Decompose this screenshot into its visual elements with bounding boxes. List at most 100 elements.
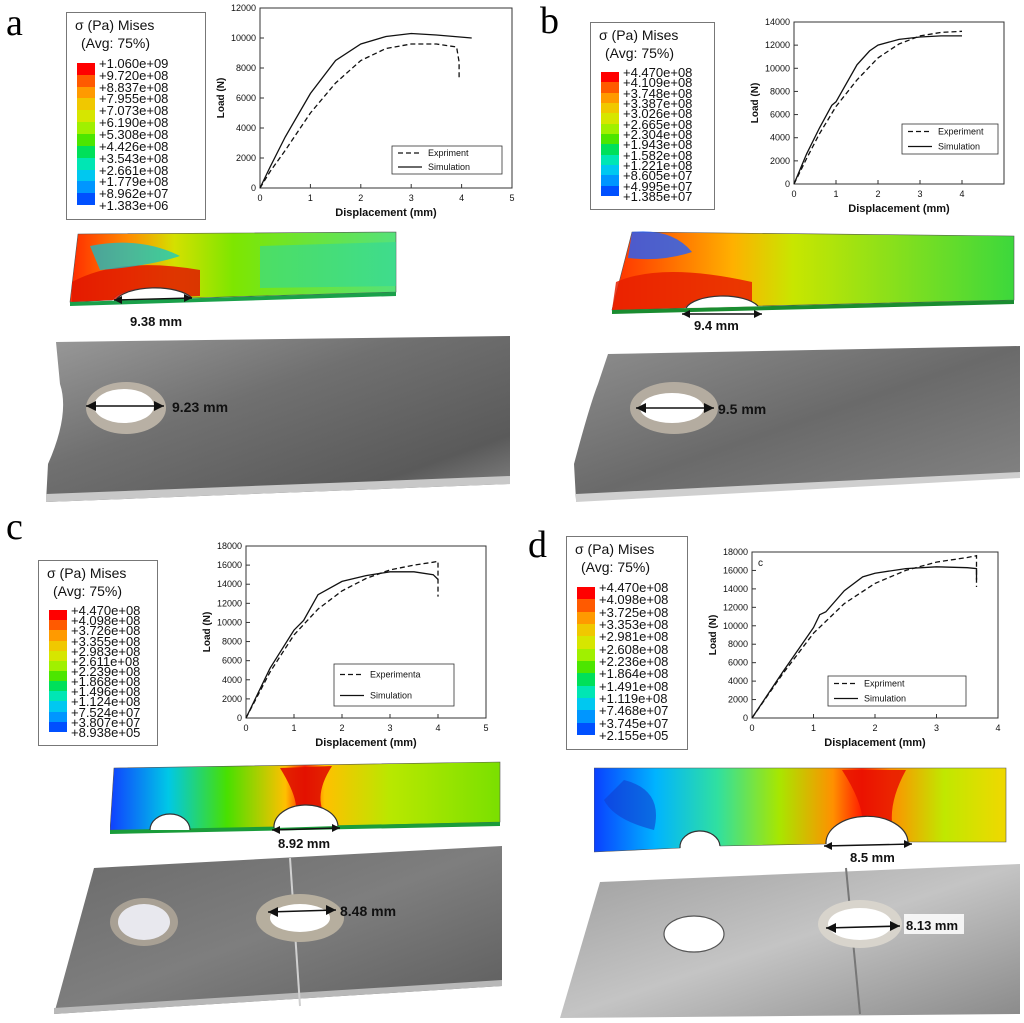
y-tick-label: 16000 xyxy=(217,560,242,570)
x-tick-label: 4 xyxy=(995,723,1000,733)
legend-swatch xyxy=(577,599,595,612)
x-tick-label: 3 xyxy=(917,189,922,199)
legend-subtitle: (Avg: 75%) xyxy=(81,35,150,51)
series-line-expriment xyxy=(751,554,978,719)
legend-swatch xyxy=(77,122,95,134)
x-tick-label: 0 xyxy=(749,723,754,733)
legend-swatch xyxy=(601,154,619,165)
legend-value: +3.387e+08 xyxy=(623,96,693,112)
legend-swatch xyxy=(601,134,619,145)
y-tick-label: 2000 xyxy=(770,156,790,166)
x-tick-label: 4 xyxy=(959,189,964,199)
y-tick-label: 6000 xyxy=(728,658,748,668)
x-tick-label: 1 xyxy=(291,723,296,733)
legend-value: +2.239e+08 xyxy=(71,664,141,679)
chart-legend xyxy=(333,663,455,707)
legend-label: Expriment xyxy=(428,148,469,158)
legend-value: +4.098e+08 xyxy=(599,592,669,608)
experiment-photo-a: 9.23 mm xyxy=(40,334,512,512)
legend-swatch xyxy=(601,82,619,93)
y-tick-label: 6000 xyxy=(770,110,790,120)
legend-value: +1.779e+08 xyxy=(99,174,169,190)
y-tick-label: 6000 xyxy=(222,656,242,666)
experiment-photo-b: 9.5 mm xyxy=(570,344,1024,508)
legend-value: +2.155e+05 xyxy=(599,727,669,743)
x-tick-label: 5 xyxy=(483,723,488,733)
simulation-contour-d: 8.5 mm xyxy=(594,760,1010,864)
experiment-photo-c: 8.48 mm xyxy=(54,846,504,1018)
legend-swatch xyxy=(601,144,619,155)
legend-value: +1.943e+08 xyxy=(623,137,693,153)
legend-value: +4.470e+08 xyxy=(71,603,141,619)
legend-title: σ (Pa) Mises xyxy=(575,541,655,557)
legend-swatch xyxy=(601,123,619,134)
legend-swatch xyxy=(77,169,95,182)
legend-value: +4.426e+08 xyxy=(99,138,169,154)
legend-value: +3.725e+08 xyxy=(599,604,669,620)
stress-legend-a: σ (Pa) Mises (Avg: 75%) +1.060e+09 +9.720e+… xyxy=(66,12,206,220)
legend-value: +1.385e+07 xyxy=(623,188,693,204)
legend-value: +8.962e+07 xyxy=(99,186,169,202)
series-line-experimenta xyxy=(245,560,439,719)
legend-subtitle: (Avg: 75%) xyxy=(581,559,650,575)
legend-swatch xyxy=(77,181,95,194)
legend-subtitle: (Avg: 75%) xyxy=(53,583,122,599)
series-line-simulation xyxy=(259,32,472,189)
legend-value: +6.190e+08 xyxy=(99,115,169,131)
panel-letter-b: b xyxy=(540,0,559,42)
y-tick-label: 8000 xyxy=(222,637,242,647)
y-tick-label: 18000 xyxy=(723,547,748,557)
legend-label: Simulation xyxy=(864,694,906,704)
series-line-expriment xyxy=(259,43,460,189)
y-axis-label: Load (N) xyxy=(202,612,213,653)
y-tick-label: 6000 xyxy=(236,93,256,103)
legend-swatch xyxy=(77,62,95,75)
simulation-contour-a: 9.38 mm xyxy=(60,226,406,336)
legend-swatch xyxy=(577,587,595,600)
legend-value: +2.236e+08 xyxy=(599,654,669,669)
y-tick-label: 4000 xyxy=(222,675,242,685)
sim-measure-c: 8.92 mm xyxy=(278,836,330,851)
legend-value: +2.661e+08 xyxy=(99,162,169,178)
legend-swatch xyxy=(577,611,595,625)
legend-swatch xyxy=(49,640,67,651)
x-axis-label: Displacement (mm) xyxy=(848,203,950,215)
x-tick-label: 0 xyxy=(257,193,262,203)
legend-swatch xyxy=(77,74,95,87)
legend-swatch xyxy=(49,630,67,641)
load-displacement-chart-a: 0 1 2 3 4 5 0 2000 4000 6000 8000 10000 12000 Displac… xyxy=(212,0,524,224)
x-tick-label: 2 xyxy=(872,723,877,733)
legend-value: +4.470e+08 xyxy=(599,580,669,596)
y-tick-label: 16000 xyxy=(723,565,748,575)
y-tick-label: 2000 xyxy=(236,153,256,163)
legend-value: +1.119e+08 xyxy=(599,690,668,706)
legend-title: σ (Pa) Mises xyxy=(599,27,679,43)
series-line-experiment xyxy=(793,30,963,185)
x-tick-label: 5 xyxy=(509,193,514,203)
legend-swatch xyxy=(77,134,95,146)
legend-swatch xyxy=(49,620,67,631)
series-line-simulation xyxy=(751,566,978,719)
legend-value: +1.221e+08 xyxy=(623,157,693,173)
y-tick-label: 12000 xyxy=(765,40,790,50)
chart-legend xyxy=(901,123,999,155)
legend-value: +3.745e+07 xyxy=(599,715,669,731)
legend-value: +2.983e+08 xyxy=(71,643,141,659)
y-tick-label: 4000 xyxy=(770,133,790,143)
x-tick-label: 1 xyxy=(833,189,838,199)
legend-swatch xyxy=(49,610,67,621)
x-tick-label: 0 xyxy=(791,189,796,199)
load-displacement-chart-b: 0 1 2 3 4 0 2000 4000 6000 8000 10000 12000 14000 Dis… xyxy=(742,6,1024,220)
legend-swatch xyxy=(49,681,67,692)
legend-swatch xyxy=(77,193,95,206)
legend-swatch xyxy=(49,701,67,712)
legend-value: +1.124e+08 xyxy=(71,694,141,710)
y-tick-label: 10000 xyxy=(217,617,242,627)
y-tick-label: 18000 xyxy=(217,541,242,551)
legend-value: +3.543e+08 xyxy=(99,150,169,166)
x-tick-label: 4 xyxy=(435,723,440,733)
legend-value: +1.060e+09 xyxy=(99,55,169,71)
legend-swatch xyxy=(77,157,95,170)
legend-swatch xyxy=(577,685,595,698)
y-axis-label: Load (N) xyxy=(750,83,761,124)
